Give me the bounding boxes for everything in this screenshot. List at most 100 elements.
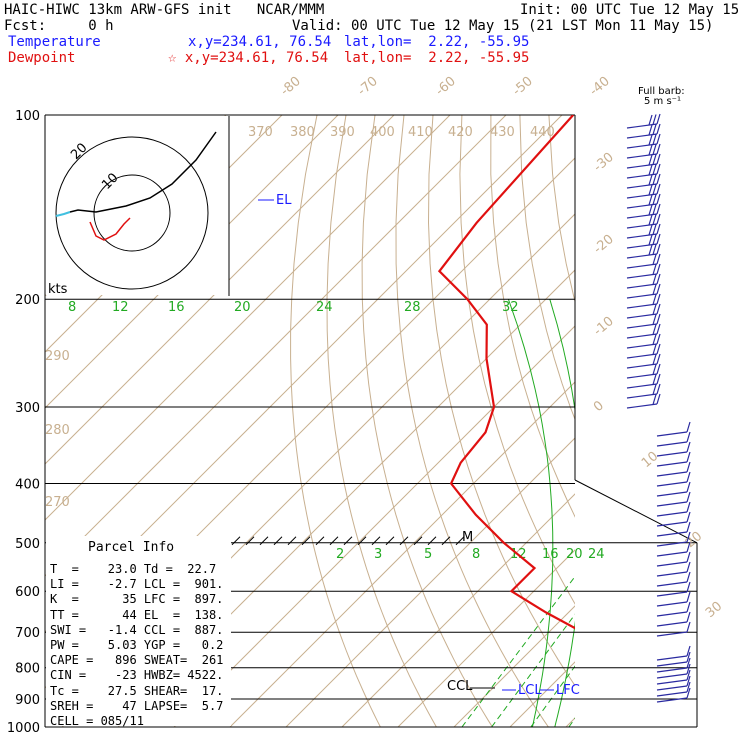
mixing-ratio-label: 28 (404, 300, 421, 315)
theta-label: 370 (248, 125, 273, 140)
pressure-tick-label: 600 (15, 585, 40, 600)
wind-barb-flag (656, 363, 661, 375)
mixing-ratio-line (568, 717, 575, 727)
wind-barb-staff (626, 253, 658, 259)
wind-barb-flag (656, 283, 661, 295)
wind-barb-staff (626, 233, 658, 239)
wind-barb-staff (626, 303, 658, 309)
mixing-ratio-label: 20 (566, 547, 583, 562)
wind-barb-staff (656, 621, 688, 627)
pressure-axis: 100 200 300 400 500 600 700 800 900 1000 (7, 109, 40, 736)
moist-adiabat-line (577, 299, 614, 727)
pressure-tick-label: 200 (15, 293, 40, 308)
isotherm-line (678, 115, 740, 727)
wind-barb-flag (686, 511, 691, 523)
wind-barb-staff (656, 661, 688, 667)
dry-adiabat-line (548, 115, 575, 304)
mixing-ratio-line (692, 299, 740, 727)
wind-barb-flag (686, 621, 691, 633)
wind-barb-staff (656, 501, 688, 507)
hatch-mark (427, 536, 437, 546)
mixing-ratio-label: 12 (112, 300, 129, 315)
wind-barb-staff (626, 153, 658, 159)
wind-barb-flag (652, 234, 657, 245)
hatch-mark (343, 536, 353, 546)
wind-barb-flag (656, 213, 661, 225)
wind-barb-flag (656, 263, 661, 275)
wind-barb-flag (652, 334, 657, 345)
temperature-tick-label: -30 (591, 150, 617, 175)
hodograph-trace-mid (69, 131, 217, 213)
mixing-ratio-label: 16 (542, 547, 559, 562)
pressure-tick-label: 500 (15, 537, 40, 552)
wind-barb-flag (652, 394, 657, 405)
wind-barb-staff (656, 697, 688, 703)
wind-barb-flag (656, 313, 661, 325)
barb-key-line2: 5 m s⁻¹ (644, 96, 681, 107)
theta-label: 420 (448, 125, 473, 140)
temperature-tick-label: 10 (639, 449, 661, 471)
mixing-ratio-line (648, 299, 740, 727)
mixing-ratio-label: 8 (68, 300, 76, 315)
hatch-mark (371, 536, 381, 546)
wind-barb-flag (656, 293, 661, 305)
temperature-xy: x,y=234.61, 76.54 (188, 34, 332, 50)
wind-barb-flag (686, 531, 691, 543)
wind-barb-flag (686, 675, 691, 687)
wind-barb-staff (626, 263, 658, 269)
wind-barb-staff (656, 691, 688, 697)
mixing-ratio-label: 24 (588, 547, 605, 562)
wind-barb-flag (652, 274, 657, 285)
wind-barb-staff (626, 273, 658, 279)
mixing-ratio-label: 16 (168, 300, 185, 315)
wind-barb-flag (652, 374, 657, 385)
isotherm-line (45, 115, 507, 577)
temperature-tick-label: 30 (703, 599, 725, 621)
wind-barb-flag (652, 174, 657, 185)
wind-barb-flag (656, 163, 661, 175)
dry-adiabat-line (290, 115, 381, 727)
wind-barb-staff (656, 601, 688, 607)
wind-barb-staff (656, 531, 688, 537)
wind-barb-flag (656, 233, 661, 245)
wind-barb-staff (626, 163, 658, 169)
mixing-ratio-line (603, 299, 740, 727)
wind-barb-flag (652, 194, 657, 205)
chart-title: HAIC-HIWC 13km ARW-GFS init NCAR/MMM (4, 2, 325, 18)
mixing-ratio-label: 8 (472, 547, 480, 562)
wind-barb-flag (652, 354, 657, 365)
wind-barb-staff (656, 679, 688, 685)
wind-barb-flag (656, 133, 661, 145)
dewpoint-xy: ☆ x,y=234.61, 76.54 (168, 50, 329, 66)
wind-barb-flag (648, 154, 653, 166)
isotherm-line (45, 115, 395, 465)
pressure-tick-label: 1000 (7, 721, 40, 736)
wind-barb-flag (652, 344, 657, 355)
wind-barb-flag (686, 591, 691, 603)
wind-barb-flag (652, 164, 657, 175)
theta-label: 400 (370, 125, 395, 140)
hodograph-trace-low (55, 211, 71, 217)
wind-barb-flag (686, 571, 691, 583)
theta-label: 280 (45, 423, 70, 438)
wind-barb-flag (652, 214, 657, 225)
wind-barb-flag (652, 144, 657, 155)
wind-barb-staff (626, 133, 658, 139)
theta-label: 290 (45, 349, 70, 364)
mixing-ratio-labels: 8 12 16 20 24 28 322 3 5 8 12 16 20 24 (68, 300, 605, 562)
theta-label: 440 (530, 125, 555, 140)
right-axis-slant (574, 479, 698, 544)
lfc-label: LFC (556, 683, 580, 698)
wind-barb-staff (656, 685, 688, 691)
parcel-info-row: LI = -2.7 LCL = 901. (50, 577, 224, 592)
wind-barb-staff (626, 193, 658, 199)
hatch-mark (399, 536, 409, 546)
hatch-mark (231, 536, 241, 546)
wind-barb-flag (686, 461, 691, 473)
wind-barb-staff (656, 471, 688, 477)
wind-barb-staff (626, 393, 658, 399)
moist-adiabat-line (507, 299, 554, 727)
wind-barb-flag (686, 541, 691, 553)
theta-label: 410 (408, 125, 433, 140)
